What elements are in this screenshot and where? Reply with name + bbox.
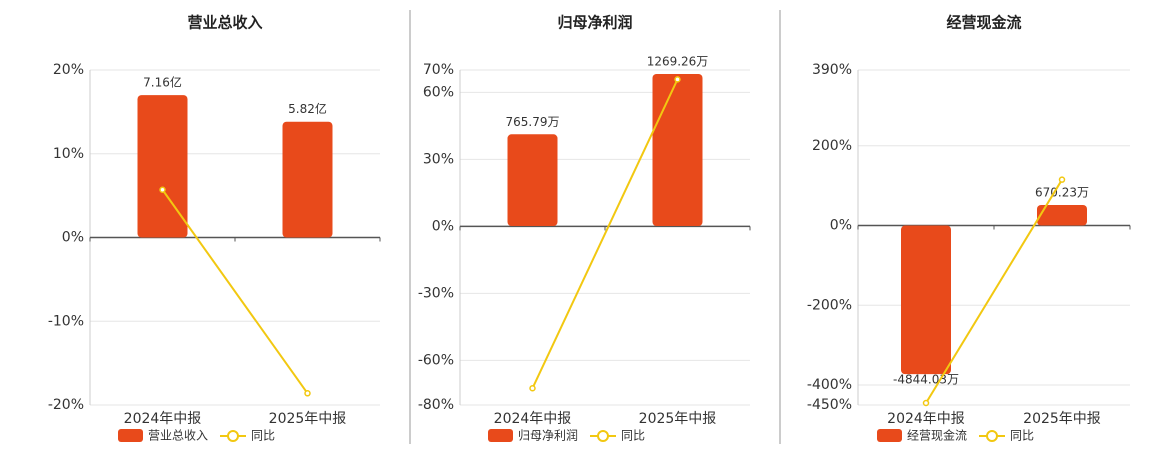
line-point xyxy=(1058,176,1066,183)
chart-title: 归母净利润 xyxy=(557,14,632,32)
data-label: 670.23万 xyxy=(1035,185,1089,199)
x-tick-label: 2024年中报 xyxy=(124,411,202,427)
data-label: 5.82亿 xyxy=(288,101,327,116)
y-tick-label: -400% xyxy=(807,377,852,393)
bar xyxy=(652,73,703,226)
y-tick-label: 60% xyxy=(423,84,454,100)
y-tick-label: -450% xyxy=(807,397,852,413)
legend-label: 同比 xyxy=(251,429,275,443)
bar xyxy=(137,95,188,238)
line-point xyxy=(304,390,311,397)
legend-swatch xyxy=(488,429,513,442)
x-tick-label: 2024年中报 xyxy=(494,411,572,427)
bar xyxy=(282,121,333,238)
x-tick-label: 2025年中报 xyxy=(269,411,347,427)
y-tick-label: 390% xyxy=(812,62,852,78)
x-tick-label: 2025年中报 xyxy=(639,411,717,427)
y-tick-label: -60% xyxy=(418,352,454,368)
bar xyxy=(901,225,951,375)
y-tick-label: -10% xyxy=(48,313,84,329)
legend-label: 同比 xyxy=(1010,429,1034,443)
legend-label: 经营现金流 xyxy=(907,428,967,443)
line xyxy=(925,179,1063,404)
bar xyxy=(1037,204,1087,226)
y-tick-label: 10% xyxy=(53,146,84,162)
legend-swatch xyxy=(118,429,143,442)
legend-swatch xyxy=(877,429,902,442)
y-tick-label: 0% xyxy=(62,230,84,246)
y-tick-label: -30% xyxy=(418,285,454,301)
legend-marker xyxy=(986,430,998,442)
y-tick-label: -80% xyxy=(418,397,454,413)
bar xyxy=(507,134,558,226)
line-point xyxy=(674,76,681,83)
line xyxy=(531,78,679,389)
legend-label: 同比 xyxy=(621,429,645,443)
line xyxy=(161,189,309,394)
legend-marker xyxy=(227,430,239,442)
legend-label: 营业总收入 xyxy=(148,429,208,443)
y-tick-label: 70% xyxy=(423,62,454,78)
x-tick-label: 2024年中报 xyxy=(887,411,965,427)
y-tick-label: 30% xyxy=(423,151,454,167)
y-tick-label: -200% xyxy=(807,297,852,313)
data-label: 765.79万 xyxy=(506,115,560,129)
y-tick-label: 0% xyxy=(830,218,852,234)
data-label: 1269.26万 xyxy=(647,54,709,68)
line-point xyxy=(529,385,536,392)
chart-title: 营业总收入 xyxy=(187,14,262,32)
line-point xyxy=(159,186,166,194)
x-tick-label: 2025年中报 xyxy=(1023,411,1101,427)
y-tick-label: 0% xyxy=(432,218,454,234)
line-point xyxy=(922,399,930,407)
chart-title: 经营现金流 xyxy=(946,14,1021,32)
legend-label: 归母净利润 xyxy=(518,429,578,443)
legend-marker xyxy=(597,430,609,442)
y-tick-label: 200% xyxy=(812,138,852,154)
y-tick-label: 20% xyxy=(53,62,84,78)
y-tick-label: -20% xyxy=(48,397,84,413)
data-label: 7.16亿 xyxy=(143,75,182,90)
data-label: -4844.03万 xyxy=(893,373,959,387)
